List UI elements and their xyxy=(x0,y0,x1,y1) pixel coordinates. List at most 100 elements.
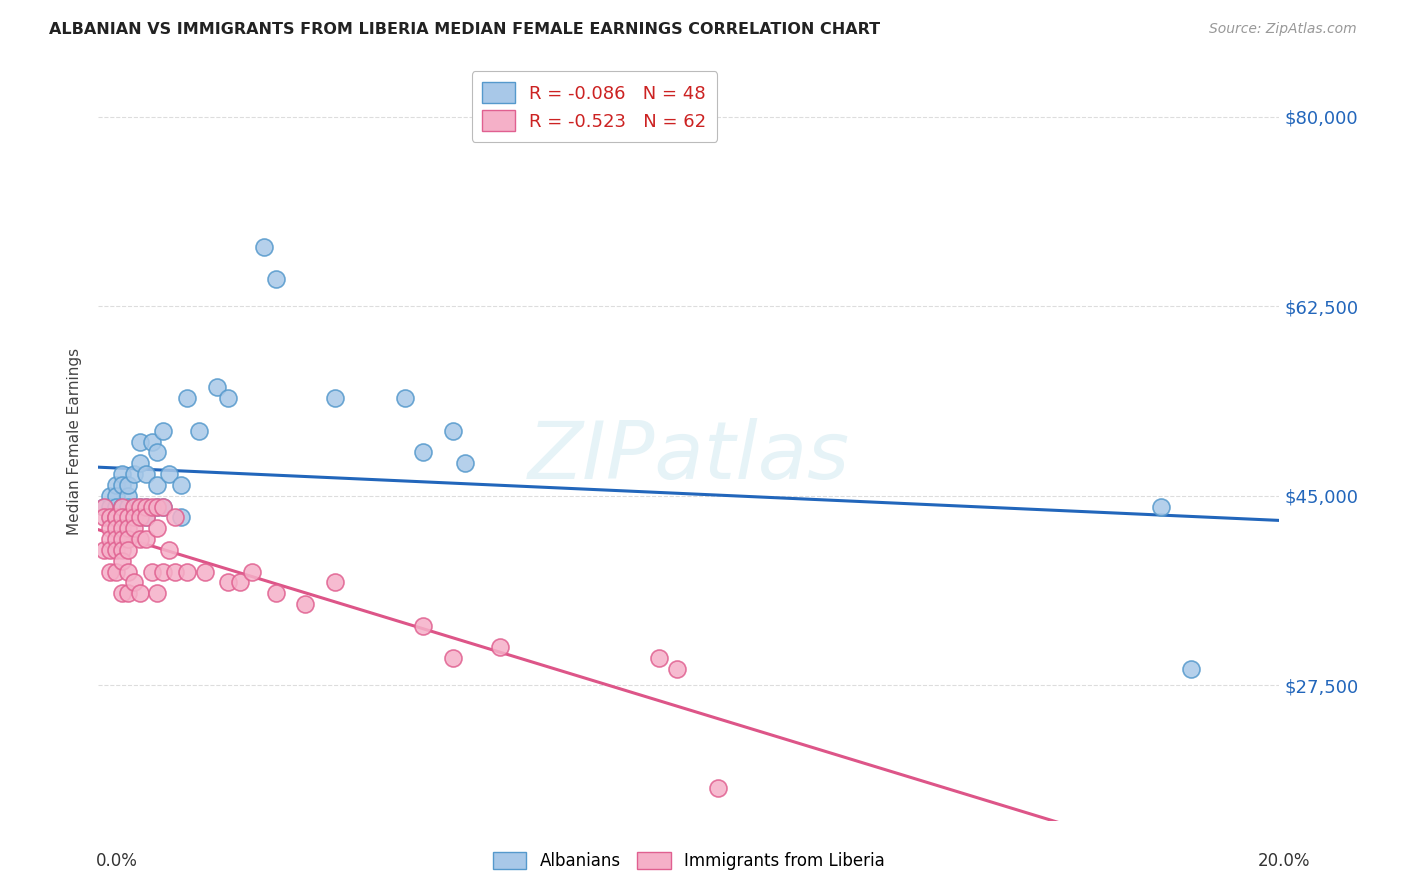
Point xyxy=(111,500,134,514)
Point xyxy=(98,489,121,503)
Text: Source: ZipAtlas.com: Source: ZipAtlas.com xyxy=(1209,22,1357,37)
Point xyxy=(170,510,193,524)
Point xyxy=(128,532,150,546)
Point xyxy=(240,565,263,579)
Point xyxy=(152,565,174,579)
Point xyxy=(117,489,139,503)
Point xyxy=(122,500,145,514)
Point xyxy=(105,500,128,514)
Point xyxy=(264,272,287,286)
Point xyxy=(111,510,134,524)
Point xyxy=(394,391,416,405)
Point xyxy=(111,586,134,600)
Point xyxy=(157,467,180,481)
Point xyxy=(105,510,128,524)
Point xyxy=(93,500,115,514)
Point xyxy=(253,239,276,253)
Point xyxy=(152,500,174,514)
Point xyxy=(105,510,128,524)
Point xyxy=(648,651,671,665)
Point xyxy=(93,500,115,514)
Point xyxy=(117,500,139,514)
Point xyxy=(111,542,134,557)
Point xyxy=(264,586,287,600)
Point xyxy=(117,532,139,546)
Point xyxy=(122,500,145,514)
Point xyxy=(489,640,512,655)
Point xyxy=(122,467,145,481)
Point xyxy=(105,532,128,546)
Point xyxy=(135,510,157,524)
Point xyxy=(176,391,198,405)
Point xyxy=(111,554,134,568)
Point xyxy=(128,510,150,524)
Point xyxy=(117,565,139,579)
Point xyxy=(146,500,169,514)
Point xyxy=(98,510,121,524)
Point xyxy=(117,510,139,524)
Point xyxy=(707,781,730,796)
Point xyxy=(194,565,217,579)
Point xyxy=(453,456,475,470)
Point xyxy=(217,575,239,590)
Point xyxy=(146,586,169,600)
Point xyxy=(323,575,346,590)
Point xyxy=(122,575,145,590)
Point xyxy=(323,391,346,405)
Point xyxy=(152,424,174,438)
Point xyxy=(122,521,145,535)
Point xyxy=(165,510,187,524)
Point xyxy=(98,500,121,514)
Point xyxy=(152,500,174,514)
Point xyxy=(170,478,193,492)
Point xyxy=(122,510,145,524)
Point xyxy=(135,500,157,514)
Point xyxy=(105,542,128,557)
Text: ALBANIAN VS IMMIGRANTS FROM LIBERIA MEDIAN FEMALE EARNINGS CORRELATION CHART: ALBANIAN VS IMMIGRANTS FROM LIBERIA MEDI… xyxy=(49,22,880,37)
Point xyxy=(141,500,163,514)
Point xyxy=(105,478,128,492)
Point xyxy=(229,575,252,590)
Legend: Albanians, Immigrants from Liberia: Albanians, Immigrants from Liberia xyxy=(486,846,891,877)
Point xyxy=(98,532,121,546)
Point xyxy=(98,510,121,524)
Point xyxy=(187,424,209,438)
Point xyxy=(135,510,157,524)
Point xyxy=(105,510,128,524)
Point xyxy=(117,586,139,600)
Point xyxy=(111,467,134,481)
Point xyxy=(111,521,134,535)
Point xyxy=(128,510,150,524)
Point xyxy=(135,532,157,546)
Point xyxy=(441,424,464,438)
Point xyxy=(146,445,169,459)
Point xyxy=(98,542,121,557)
Point xyxy=(666,662,689,676)
Point xyxy=(98,565,121,579)
Point xyxy=(93,510,115,524)
Point xyxy=(105,565,128,579)
Text: 0.0%: 0.0% xyxy=(96,852,138,870)
Point xyxy=(117,542,139,557)
Point xyxy=(165,565,187,579)
Point xyxy=(146,500,169,514)
Point xyxy=(157,542,180,557)
Y-axis label: Median Female Earnings: Median Female Earnings xyxy=(67,348,83,535)
Point xyxy=(105,489,128,503)
Point xyxy=(294,597,316,611)
Text: 20.0%: 20.0% xyxy=(1258,852,1310,870)
Point xyxy=(205,380,228,394)
Point xyxy=(441,651,464,665)
Point xyxy=(93,542,115,557)
Point xyxy=(176,565,198,579)
Point xyxy=(412,445,434,459)
Point xyxy=(146,521,169,535)
Point xyxy=(117,510,139,524)
Point xyxy=(117,478,139,492)
Point xyxy=(141,434,163,449)
Point xyxy=(111,500,134,514)
Point xyxy=(128,434,150,449)
Point xyxy=(111,500,134,514)
Point xyxy=(117,521,139,535)
Point xyxy=(135,500,157,514)
